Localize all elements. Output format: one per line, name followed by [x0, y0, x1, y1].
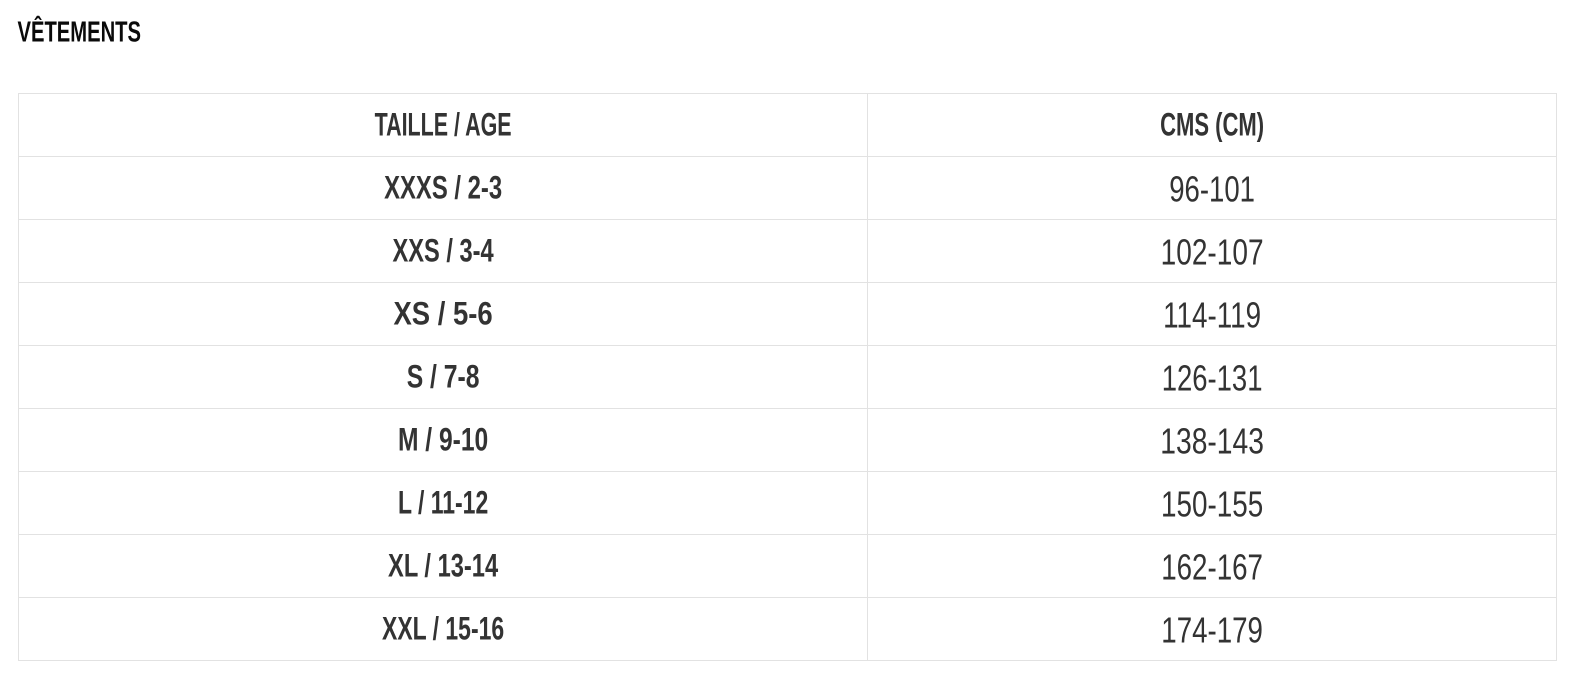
svg-text:162-167: 162-167: [1161, 547, 1263, 588]
svg-text:114-119: 114-119: [1163, 295, 1261, 336]
svg-text:XL / 13-14: XL / 13-14: [388, 548, 498, 584]
svg-text:102-107: 102-107: [1161, 232, 1264, 273]
svg-text:XXL / 15-16: XXL / 15-16: [382, 611, 504, 647]
svg-text:CMS (CM): CMS (CM): [1160, 107, 1264, 143]
svg-text:174-179: 174-179: [1161, 610, 1263, 651]
svg-text:M / 9-10: M / 9-10: [398, 422, 488, 458]
svg-text:TAILLE / AGE: TAILLE / AGE: [374, 107, 511, 143]
svg-text:L / 11-12: L / 11-12: [398, 485, 488, 521]
svg-text:126-131: 126-131: [1162, 358, 1263, 399]
svg-text:XS / 5-6: XS / 5-6: [393, 296, 492, 332]
svg-text:XXXS / 2-3: XXXS / 2-3: [384, 170, 502, 206]
svg-text:VÊTEMENTS: VÊTEMENTS: [18, 14, 142, 48]
svg-text:S / 7-8: S / 7-8: [406, 359, 479, 395]
svg-text:XXS / 3-4: XXS / 3-4: [392, 233, 493, 269]
svg-text:138-143: 138-143: [1160, 421, 1264, 462]
svg-text:150-155: 150-155: [1161, 484, 1263, 525]
svg-text:96-101: 96-101: [1169, 169, 1255, 210]
